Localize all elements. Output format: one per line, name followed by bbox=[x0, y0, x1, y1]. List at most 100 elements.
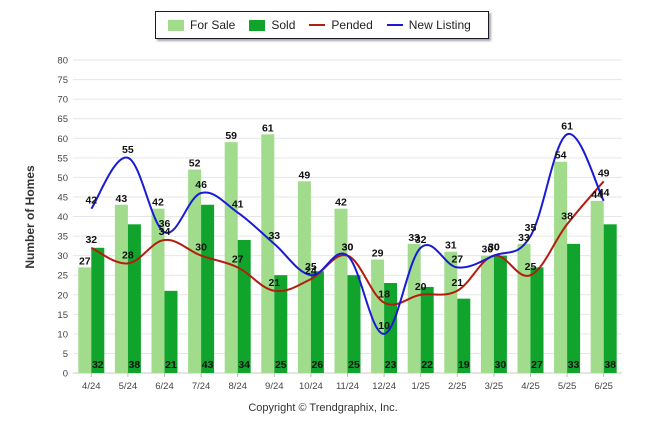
x-tick-label: 9/24 bbox=[265, 381, 284, 392]
x-tick-label: 2/25 bbox=[448, 381, 467, 392]
bar-for-sale bbox=[261, 134, 275, 373]
data-label-new-listing: 46 bbox=[195, 179, 207, 191]
bar-sold bbox=[91, 247, 105, 373]
data-label-sold: 19 bbox=[458, 359, 470, 371]
data-label-new-listing: 10 bbox=[378, 320, 390, 332]
y-tick-label: 80 bbox=[57, 56, 68, 67]
data-label-pended: 30 bbox=[195, 242, 207, 254]
data-label-pended: 30 bbox=[342, 242, 354, 254]
data-label-sold: 25 bbox=[275, 359, 287, 371]
bar-sold bbox=[420, 286, 434, 373]
x-axis-ticks: 4/24 5/24 6/24 7/24 8/24 9/24 10/24 11/24 12/24 1… bbox=[82, 373, 613, 392]
sold-swatch bbox=[249, 19, 266, 31]
bar-for-sale bbox=[590, 200, 604, 373]
x-tick-label: 4/25 bbox=[521, 381, 540, 392]
x-tick-label: 6/25 bbox=[594, 381, 613, 392]
bars bbox=[78, 134, 617, 373]
data-label-for-sale: 54 bbox=[555, 150, 567, 162]
data-label-for-sale: 42 bbox=[152, 197, 164, 209]
bar-sold bbox=[310, 271, 324, 373]
data-label-for-sale: 30 bbox=[482, 244, 494, 256]
data-label-new-listing: 30 bbox=[488, 242, 500, 254]
y-tick-label: 55 bbox=[57, 153, 68, 164]
legend-label-sold: Sold bbox=[271, 18, 296, 32]
bar-for-sale bbox=[371, 259, 385, 373]
data-label-for-sale: 49 bbox=[299, 169, 311, 181]
x-tick-label: 10/24 bbox=[299, 381, 323, 392]
x-tick-label: 5/25 bbox=[558, 381, 577, 392]
data-label-for-sale: 59 bbox=[225, 130, 237, 142]
bar-sold bbox=[530, 267, 544, 373]
x-tick-label: 3/25 bbox=[485, 381, 504, 392]
y-tick-label: 20 bbox=[57, 290, 68, 301]
legend-label-pended: Pended bbox=[331, 18, 373, 32]
bar-for-sale bbox=[554, 161, 568, 373]
data-label-sold: 30 bbox=[495, 359, 507, 371]
data-label-for-sale: 52 bbox=[189, 158, 201, 170]
data-label-new-listing: 41 bbox=[232, 199, 244, 211]
data-label-sold: 34 bbox=[238, 359, 250, 371]
data-label-new-listing: 36 bbox=[159, 218, 171, 230]
data-label-pended: 32 bbox=[85, 234, 97, 246]
legend: For Sale Sold Pended New Listing bbox=[155, 11, 489, 39]
data-label-sold: 32 bbox=[92, 359, 104, 371]
data-label-pended: 20 bbox=[415, 281, 427, 293]
bar-sold bbox=[603, 224, 617, 373]
data-label-pended: 25 bbox=[525, 261, 537, 273]
data-label-sold: 22 bbox=[421, 359, 433, 371]
series-lines bbox=[90, 133, 605, 335]
y-tick-label: 65 bbox=[57, 114, 68, 125]
x-tick-label: 12/24 bbox=[372, 381, 396, 392]
data-label-pended: 27 bbox=[232, 253, 244, 265]
y-tick-label: 75 bbox=[57, 75, 68, 86]
data-label-new-listing: 42 bbox=[85, 195, 97, 207]
legend-item-new-listing[interactable]: New Listing bbox=[386, 18, 471, 32]
data-label-new-listing: 32 bbox=[415, 234, 427, 246]
bar-sold bbox=[347, 275, 361, 373]
data-label-new-listing: 30 bbox=[342, 242, 354, 254]
legend-item-sold[interactable]: Sold bbox=[249, 18, 295, 32]
data-label-pended: 49 bbox=[598, 167, 610, 179]
data-label-pended: 24 bbox=[305, 265, 317, 277]
bar-for-sale bbox=[334, 208, 348, 373]
data-label-sold: 27 bbox=[531, 359, 543, 371]
data-label-pended: 21 bbox=[451, 277, 463, 289]
data-label-pended: 34 bbox=[159, 226, 171, 238]
data-label-new-listing: 44 bbox=[598, 187, 610, 199]
for-sale-swatch bbox=[168, 19, 184, 31]
data-label-pended: 18 bbox=[378, 289, 390, 301]
data-label-for-sale: 43 bbox=[116, 193, 128, 205]
data-label-sold: 38 bbox=[129, 359, 141, 371]
legend-item-pended[interactable]: Pended bbox=[309, 18, 373, 32]
copyright-credit: Copyright © Trendgraphix, Inc. bbox=[248, 402, 398, 414]
y-tick-label: 40 bbox=[57, 212, 68, 223]
bar-for-sale bbox=[480, 255, 494, 373]
x-tick-label: 1/25 bbox=[411, 381, 430, 392]
data-label-sold: 33 bbox=[568, 359, 580, 371]
legend-item-for-sale[interactable]: For Sale bbox=[168, 18, 235, 32]
data-label-sold: 43 bbox=[202, 359, 214, 371]
data-label-for-sale: 44 bbox=[591, 189, 603, 201]
y-tick-label: 70 bbox=[57, 95, 68, 106]
y-tick-label: 45 bbox=[57, 192, 68, 203]
data-label-sold: 25 bbox=[348, 359, 360, 371]
data-label-new-listing: 61 bbox=[561, 120, 573, 132]
bar-for-sale bbox=[407, 243, 421, 373]
data-label-for-sale: 42 bbox=[335, 197, 347, 209]
legend-label-new-listing: New Listing bbox=[408, 18, 471, 32]
x-tick-label: 7/24 bbox=[192, 381, 211, 392]
bar-sold bbox=[201, 204, 215, 373]
data-label-new-listing: 27 bbox=[451, 253, 463, 265]
bar-for-sale bbox=[297, 181, 311, 373]
data-label-pended: 38 bbox=[561, 210, 573, 222]
data-label-sold: 21 bbox=[165, 359, 177, 371]
data-label-new-listing: 25 bbox=[305, 261, 317, 273]
x-tick-label: 5/24 bbox=[119, 381, 138, 392]
data-label-for-sale: 33 bbox=[518, 232, 530, 244]
line-new-listing bbox=[90, 133, 605, 335]
bar-sold bbox=[457, 298, 471, 373]
data-label-sold: 26 bbox=[312, 359, 324, 371]
data-label-for-sale: 29 bbox=[372, 248, 384, 260]
bar-for-sale bbox=[151, 208, 165, 373]
